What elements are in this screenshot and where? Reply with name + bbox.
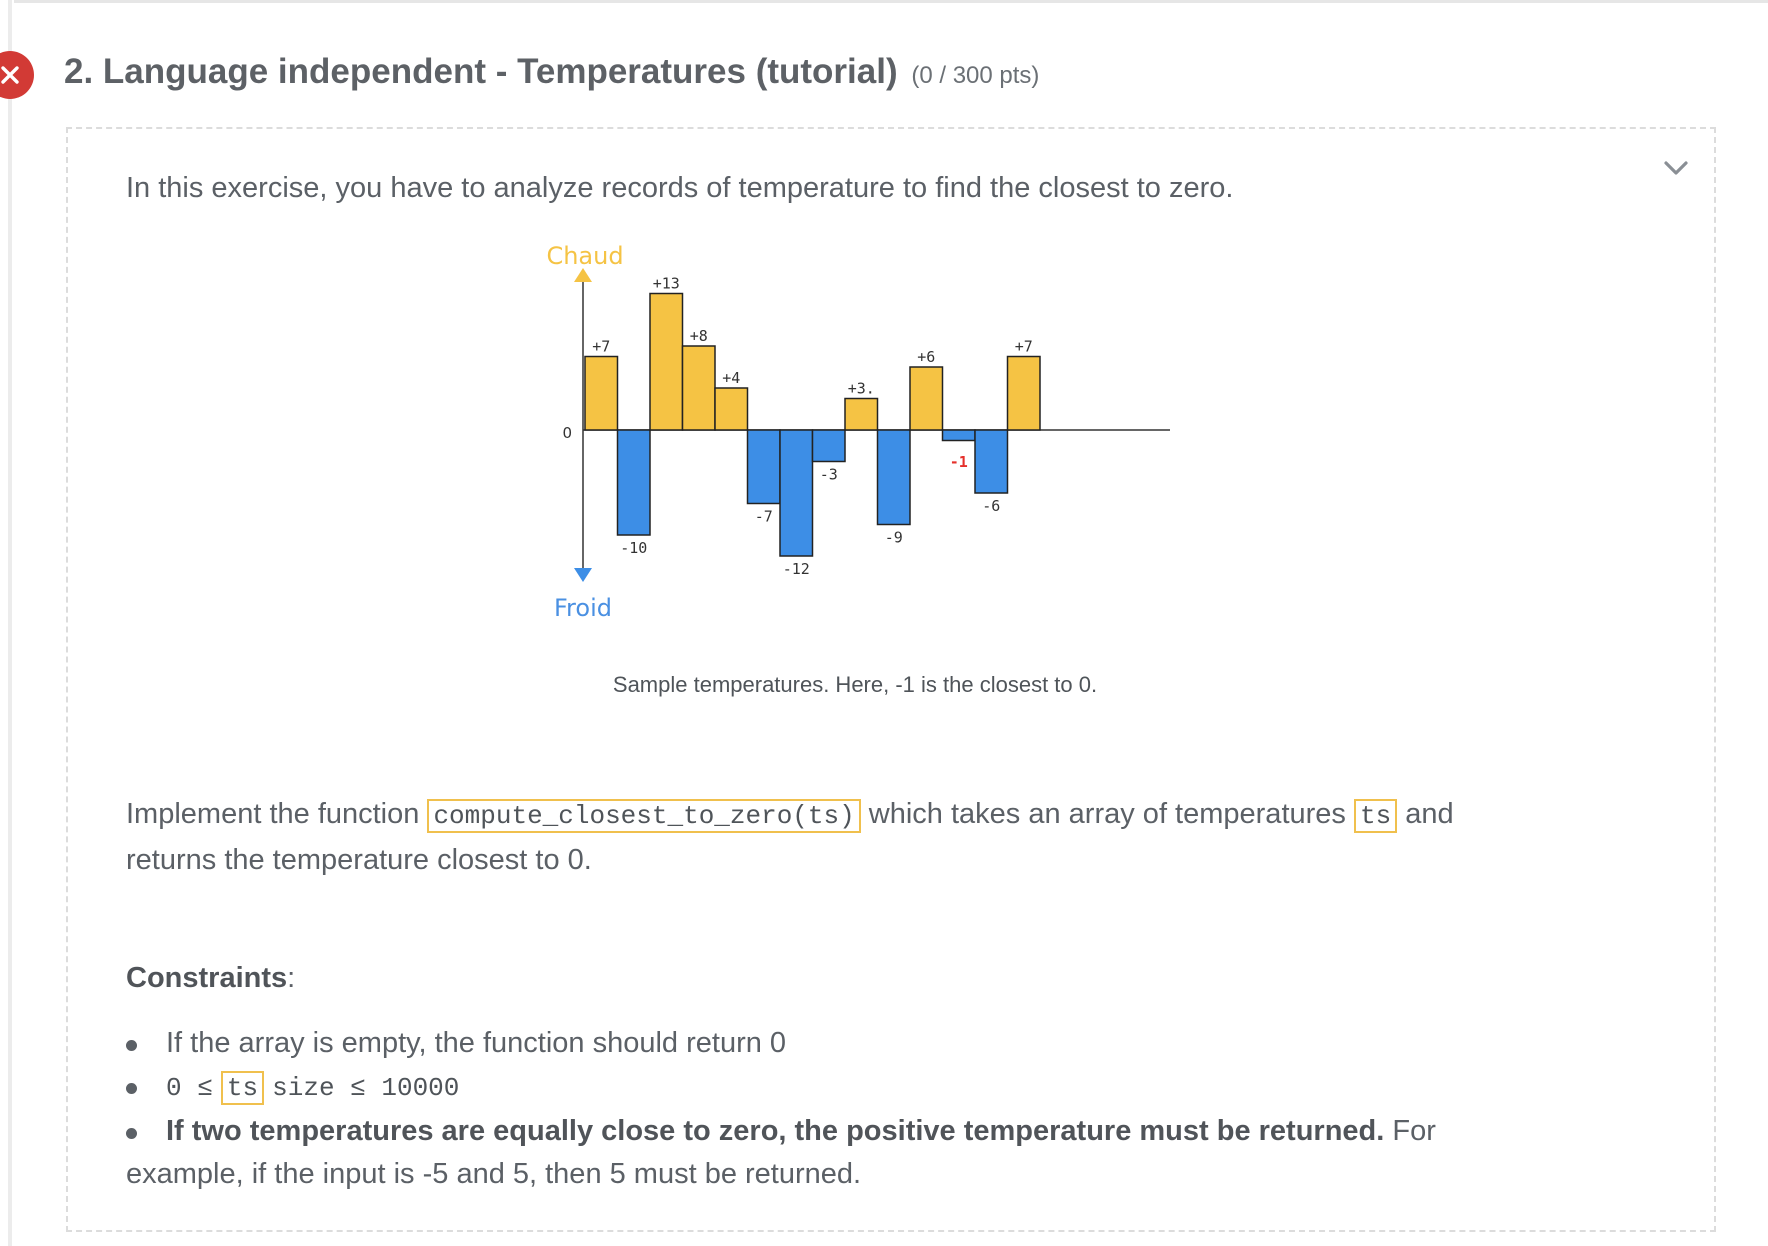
bullet-icon <box>126 1040 137 1051</box>
temperature-figure: Chaud Froid 0 +7 -10 +13 +8 +4 -7 -12 -3 +3. -9 +6… <box>546 242 1170 622</box>
constraints-heading: Constraints: <box>126 962 295 995</box>
constraint-item: 0 ≤ ts size ≤ 10000 <box>126 1065 1506 1110</box>
temperature-bar <box>941 429 976 442</box>
bar-value-label: +8 <box>690 327 708 345</box>
close-x-icon <box>0 51 34 99</box>
temperature-bar <box>584 355 619 431</box>
temperature-bar <box>649 292 684 431</box>
temperature-bar <box>909 366 944 431</box>
arrow-up-icon <box>574 268 592 282</box>
bar-value-label: +4 <box>722 369 740 387</box>
temperature-bar <box>779 429 814 557</box>
constraint-text: If the array is empty, the function shou… <box>166 1027 787 1059</box>
bar-value-label: -1 <box>950 453 968 471</box>
bar-value-label: -9 <box>885 529 903 547</box>
function-name-code: compute_closest_to_zero(ts) <box>427 799 861 833</box>
constraints-list: If the array is empty, the function shou… <box>126 1022 1506 1196</box>
question-points: (0 / 300 pts) <box>911 62 1040 89</box>
bar-value-label: -3 <box>820 466 838 484</box>
bar-value-label: +3. <box>848 380 875 398</box>
figure-caption: Sample temperatures. Here, -1 is the clo… <box>612 672 1098 697</box>
task-prefix: Implement the function <box>126 798 420 830</box>
chevron-down-icon <box>1664 161 1688 175</box>
bar-value-label: -12 <box>783 560 810 578</box>
param-code: ts <box>1353 799 1398 833</box>
constraint-code: ts <box>220 1071 265 1105</box>
constraints-colon: : <box>287 962 296 994</box>
temperature-bar <box>714 387 749 431</box>
bar-value-label: -7 <box>755 508 773 526</box>
bottom-label: Froid <box>554 594 612 622</box>
temperature-bar <box>1006 355 1041 431</box>
task-description: Implement the function compute_closest_t… <box>126 792 1506 882</box>
arrow-down-icon <box>574 568 592 582</box>
temperature-bar <box>974 429 1009 494</box>
top-divider <box>14 0 1768 3</box>
bar-value-label: +7 <box>1015 338 1033 356</box>
temperature-bar <box>811 429 846 463</box>
intro-text: In this exercise, you have to analyze re… <box>126 172 1234 204</box>
question-title-text: 2. Language independent - Temperatures (… <box>64 52 898 91</box>
temperature-bar <box>876 429 911 526</box>
constraint-prefix: 0 ≤ <box>166 1073 213 1103</box>
bar-value-label: +7 <box>592 338 610 356</box>
constraint-suffix: size ≤ 10000 <box>272 1073 460 1103</box>
bar-value-label: +13 <box>653 275 680 293</box>
task-suffix: and returns the temperature closest to 0… <box>126 798 1454 876</box>
bar-value-label: -10 <box>620 539 647 557</box>
bar-value-label: +6 <box>917 348 935 366</box>
temperature-bar <box>616 429 651 536</box>
left-divider <box>8 0 12 1246</box>
temperature-bar <box>681 345 716 431</box>
constraints-title: Constraints <box>126 962 288 994</box>
bullet-icon <box>126 1128 137 1139</box>
zero-label: 0 <box>562 424 572 442</box>
question-panel <box>66 127 1716 1232</box>
constraint-item: If two temperatures are equally close to… <box>126 1110 1506 1196</box>
constraint-item: If the array is empty, the function shou… <box>126 1022 1506 1065</box>
temperature-bar <box>746 429 781 505</box>
task-middle: which takes an array of temperatures <box>868 798 1346 830</box>
bar-value-label: -6 <box>982 497 1000 515</box>
top-label: Chaud <box>546 242 623 270</box>
question-title: 2. Language independent - Temperatures (… <box>64 52 1039 92</box>
constraint-bold-text: If two temperatures are equally close to… <box>166 1115 1385 1147</box>
bullet-icon <box>126 1083 137 1094</box>
temperature-bar <box>844 397 879 431</box>
constraint-rest-text: For example, if the input is -5 and 5, t… <box>126 1115 1436 1190</box>
collapse-button[interactable] <box>1660 154 1692 182</box>
